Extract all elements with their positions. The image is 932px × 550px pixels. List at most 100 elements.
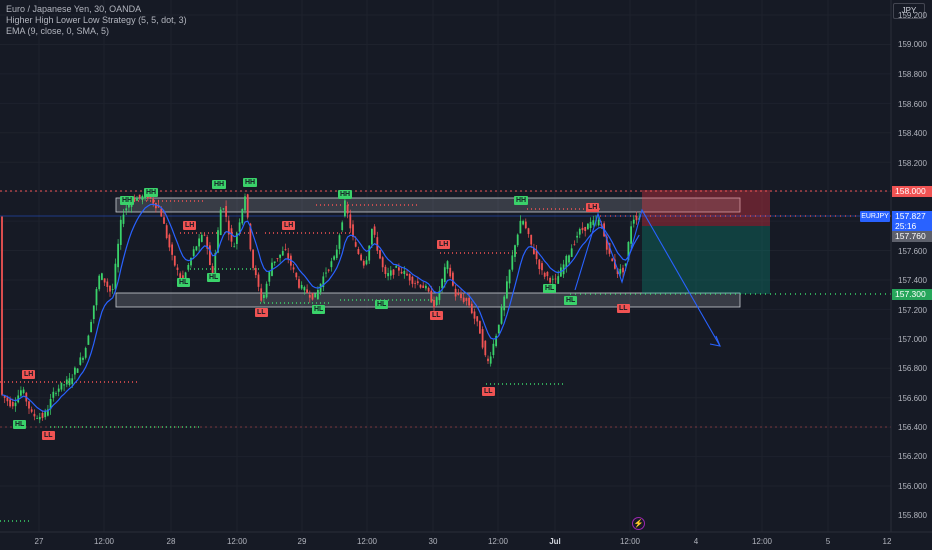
candle-body <box>230 228 233 242</box>
candle-body <box>346 205 349 214</box>
candle-body <box>209 245 211 265</box>
candle-body <box>630 226 632 244</box>
swing-label-lh: LH <box>437 240 451 249</box>
candle-body <box>187 264 190 270</box>
candle-body <box>227 220 230 235</box>
resistance-price-tag: 158.000 <box>892 186 932 197</box>
candle-body <box>408 274 411 281</box>
candle-body <box>449 267 452 277</box>
candle-body <box>36 418 38 419</box>
candle-body <box>611 258 614 262</box>
time-tick: Jul <box>549 537 561 546</box>
swing-label-hl: HL <box>13 420 27 429</box>
candle-body <box>117 243 119 268</box>
candle-body <box>173 255 176 266</box>
candle-body <box>71 378 74 384</box>
candle-body <box>165 225 168 239</box>
candle-body <box>9 399 11 407</box>
candle-body <box>554 278 557 280</box>
symbol-title[interactable]: Euro / Japanese Yen, 30, OANDA <box>6 4 142 14</box>
candle-body <box>49 398 52 410</box>
candle-body <box>28 401 30 409</box>
candle-body <box>314 293 317 298</box>
candle-body <box>325 272 327 274</box>
candle-body <box>616 268 619 275</box>
candle-body <box>217 230 219 253</box>
candle-body <box>430 290 433 303</box>
candle-body <box>160 208 163 217</box>
price-tick: 157.200 <box>898 306 927 315</box>
candle-body <box>506 281 508 299</box>
swing-label-hh: HH <box>212 180 227 189</box>
price-tick: 157.000 <box>898 335 927 344</box>
candle-body <box>233 246 236 248</box>
candle-body <box>168 234 171 248</box>
swing-label-hl: HL <box>375 300 389 309</box>
swing-label-ll: LL <box>482 387 495 396</box>
candle-body <box>578 229 581 235</box>
candle-body <box>238 222 241 232</box>
time-tick: 27 <box>34 537 44 546</box>
time-tick: 12:00 <box>226 537 248 546</box>
candle-body <box>65 379 68 385</box>
candle-body <box>376 237 379 251</box>
swing-label-ll: LL <box>42 431 55 440</box>
time-tick: 5 <box>825 537 831 546</box>
candle-body <box>333 256 335 260</box>
price-tick: 158.400 <box>898 129 927 138</box>
lightning-icon[interactable]: ⚡ <box>632 517 645 530</box>
time-tick: 12 <box>882 537 892 546</box>
candle-body <box>527 228 530 235</box>
candle-body <box>84 348 87 358</box>
candle-body <box>438 290 441 301</box>
time-tick: 28 <box>166 537 176 546</box>
candle-body <box>487 358 489 362</box>
candle-body <box>52 391 55 398</box>
candle-countdown: 25:16 <box>892 221 932 232</box>
candle-body <box>587 223 589 230</box>
indicator-ema[interactable]: EMA (9, close, 0, SMA, 5) <box>6 26 110 36</box>
stop-price-tag: 157.760 <box>892 231 932 242</box>
candle-body <box>284 249 287 250</box>
candle-body <box>268 271 271 282</box>
price-tick: 158.200 <box>898 159 927 168</box>
candle-body <box>546 271 549 277</box>
candle-body <box>87 335 90 345</box>
candle-body <box>6 397 9 402</box>
candle-body <box>273 261 276 264</box>
candle-body <box>98 275 101 290</box>
candle-body <box>14 402 17 407</box>
candle-body <box>462 297 465 302</box>
price-tick: 157.600 <box>898 247 927 256</box>
candle-body <box>322 276 325 288</box>
candle-body <box>114 263 117 290</box>
candle-body <box>479 321 481 334</box>
candle-body <box>384 266 387 275</box>
swing-label-ll: LL <box>617 304 630 313</box>
indicator-hhll[interactable]: Higher High Lower Low Strategy (5, 5, do… <box>6 15 187 25</box>
candle-body <box>495 335 497 347</box>
candle-body <box>473 311 476 319</box>
candle-body <box>605 236 608 250</box>
candle-body <box>68 378 71 386</box>
currency-button[interactable]: JPY <box>893 3 925 19</box>
candle-body <box>400 271 403 274</box>
candle-body <box>635 216 638 221</box>
candle-body <box>198 238 200 247</box>
candle-body <box>411 276 414 284</box>
candle-body <box>176 267 179 270</box>
candle-body <box>500 306 503 324</box>
candle-body <box>163 217 165 224</box>
candle-body <box>203 234 206 236</box>
candle-body <box>300 284 303 289</box>
price-tick: 157.400 <box>898 276 927 285</box>
candle-body <box>589 221 592 228</box>
candle-body <box>106 281 109 287</box>
swing-label-lh: LH <box>22 370 36 379</box>
candle-body <box>422 285 425 288</box>
time-tick: 4 <box>693 537 699 546</box>
candle-body <box>44 411 47 418</box>
candle-body <box>92 305 95 320</box>
candlesticks <box>1 190 641 424</box>
